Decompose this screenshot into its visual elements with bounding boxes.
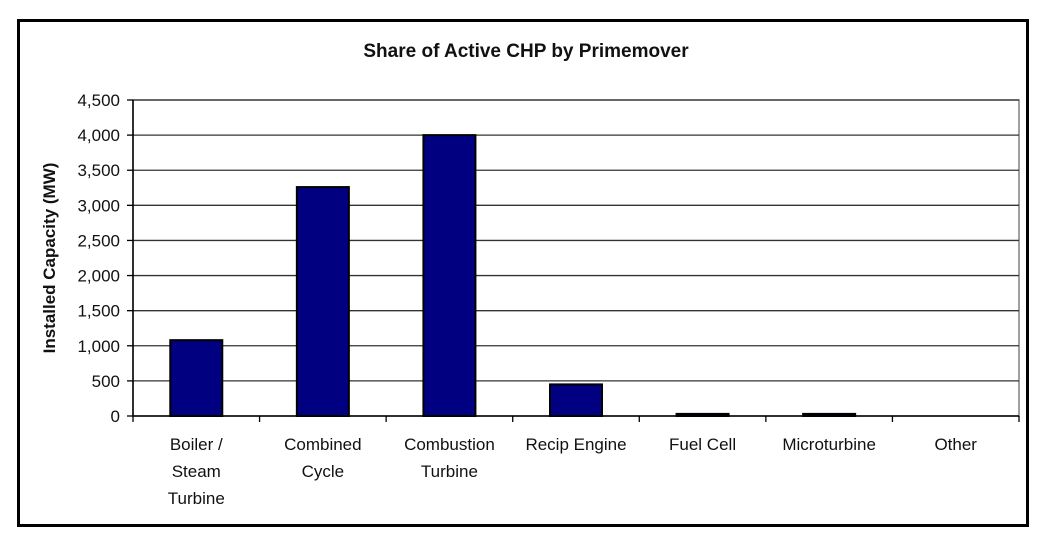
- x-tick-label: Fuel Cell: [669, 435, 736, 454]
- bar: [549, 383, 603, 417]
- y-tick-label: 0: [111, 407, 120, 426]
- y-tick-label: 500: [92, 372, 120, 391]
- y-axis-label: Installed Capacity (MW): [40, 163, 59, 354]
- x-tick-label: Microturbine: [782, 435, 876, 454]
- x-tick-label: Other: [934, 435, 977, 454]
- x-tick-label: Combined Cycle: [284, 435, 362, 481]
- bar: [802, 412, 857, 418]
- bar: [295, 186, 350, 417]
- chart-frame: [17, 19, 1029, 527]
- x-tick-label: Boiler / Steam Turbine: [168, 435, 225, 508]
- y-tick-label: 1,500: [77, 302, 120, 321]
- y-tick-label: 4,000: [77, 126, 120, 145]
- chart-title: Share of Active CHP by Primemover: [363, 41, 689, 62]
- bar: [422, 134, 477, 417]
- plot-area: [132, 99, 1020, 417]
- bar: [169, 339, 224, 417]
- y-tick-label: 3,000: [77, 196, 120, 215]
- y-tick-label: 1,000: [77, 337, 120, 356]
- y-tick-label: 4,500: [77, 91, 120, 110]
- y-tick-label: 2,500: [77, 231, 120, 250]
- bar: [675, 412, 730, 418]
- y-tick-label: 2,000: [77, 267, 120, 286]
- x-tick-label: Recip Engine: [525, 435, 626, 454]
- y-tick-label: 3,500: [77, 161, 120, 180]
- x-tick-label: Combustion Turbine: [404, 435, 495, 481]
